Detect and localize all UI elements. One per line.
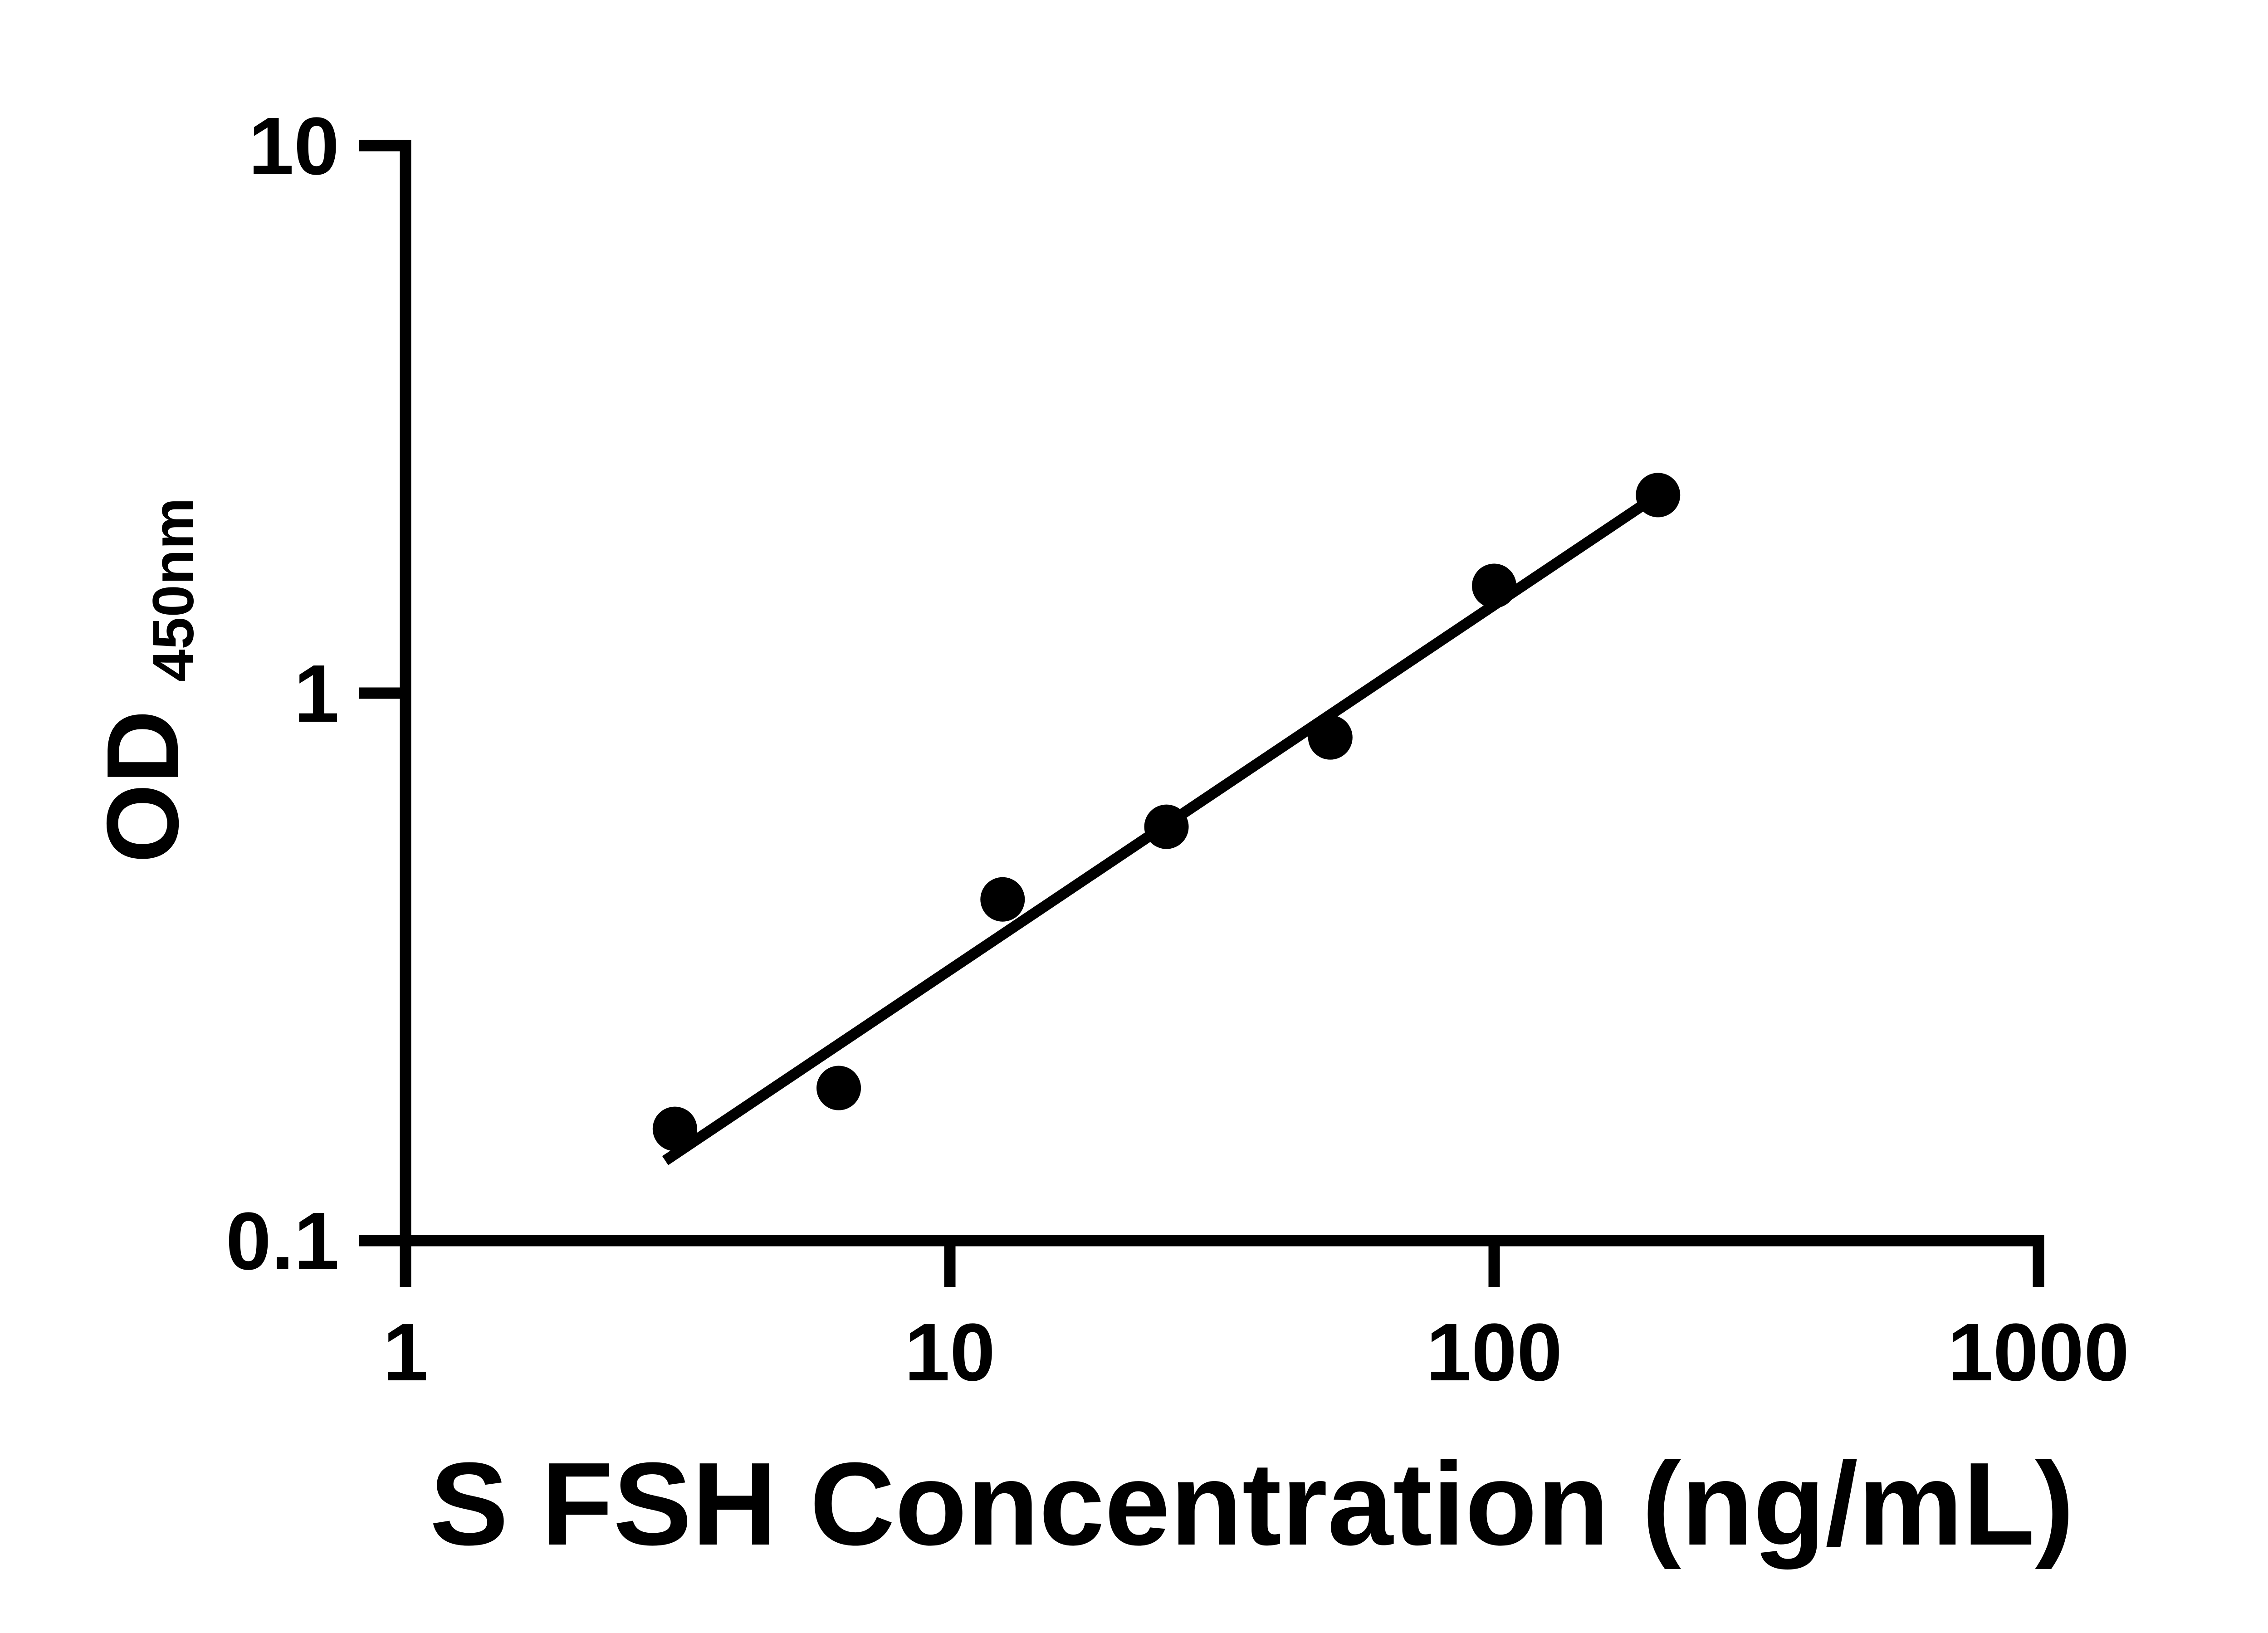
data-point-1	[652, 1106, 697, 1151]
data-points	[652, 473, 1681, 1151]
data-point-6	[1472, 563, 1516, 608]
y-axis-tick-labels: 10 1 0.1	[226, 101, 339, 1287]
x-tick-label-1: 1	[383, 1307, 428, 1398]
y-tick-label-1: 1	[294, 648, 339, 739]
x-axis: 1 10 100 1000	[383, 1235, 2129, 1398]
x-tick-label-1000: 1000	[1948, 1307, 2129, 1398]
data-point-5	[1308, 715, 1353, 760]
y-tick-label-10: 10	[249, 101, 339, 192]
data-point-2	[816, 1066, 861, 1110]
x-axis-title: S FSH Concentration (ng/mL)	[430, 1438, 2074, 1570]
y-tick-label-0.1: 0.1	[226, 1196, 339, 1287]
y-axis-ticks	[359, 140, 406, 1247]
y-axis: 10 1 0.1	[226, 101, 411, 1287]
x-axis-ticks	[400, 1241, 2044, 1287]
x-axis-tick-labels: 1 10 100 1000	[383, 1307, 2129, 1398]
y-axis-title: OD 450nm	[85, 498, 206, 863]
data-point-7	[1636, 473, 1681, 518]
x-tick-label-100: 100	[1426, 1307, 1562, 1398]
y-axis-title-subscript: 450nm	[141, 498, 206, 682]
x-tick-label-10: 10	[904, 1307, 995, 1398]
data-point-3	[980, 877, 1025, 922]
data-point-4	[1144, 804, 1189, 849]
y-axis-title-main: OD	[85, 710, 200, 863]
